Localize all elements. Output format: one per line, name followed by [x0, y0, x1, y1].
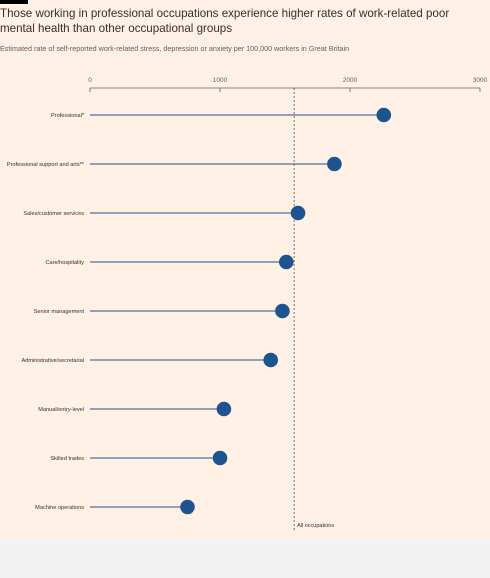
- lollipop-dot: [290, 205, 306, 221]
- category-label: Care/hospitality: [45, 260, 84, 266]
- chart-subtitle: Estimated rate of self-reported work-rel…: [0, 44, 350, 53]
- x-tick-label: 3000: [473, 77, 488, 84]
- x-tick-label: 0: [88, 77, 92, 84]
- page-footer: [0, 538, 490, 578]
- lollipop-chart: 0 1000 2000 3000 All occupations Professional…: [7, 77, 488, 532]
- category-label: Sales/customer services: [23, 211, 84, 217]
- x-tick-label: 1000: [213, 77, 228, 84]
- category-label: Manual/entry-level: [38, 407, 84, 413]
- chart-title: Those working in professional occupation…: [0, 7, 450, 35]
- x-tick-label: 2000: [343, 77, 358, 84]
- category-label: Machine operations: [35, 505, 84, 511]
- category-label: Professional support and arts**: [7, 162, 85, 168]
- lollipop-dot: [327, 156, 342, 172]
- lollipop-dot: [263, 352, 279, 368]
- category-label: Professional*: [51, 113, 85, 119]
- category-label: Senior management: [34, 309, 85, 315]
- lollipop-dot: [216, 401, 232, 417]
- lollipop-dot: [279, 254, 294, 270]
- lollipop-dot: [275, 303, 290, 319]
- category-label: Administrative/secretarial: [22, 358, 85, 364]
- category-label: Skilled trades: [50, 456, 84, 462]
- reference-line-label: All occupations: [297, 523, 334, 529]
- lollipop-dot: [376, 107, 392, 123]
- lollipop-dot: [180, 499, 195, 515]
- brand-bar: [0, 0, 28, 4]
- chart-card: Those working in professional occupation…: [0, 0, 490, 538]
- lollipop-dot: [212, 450, 228, 466]
